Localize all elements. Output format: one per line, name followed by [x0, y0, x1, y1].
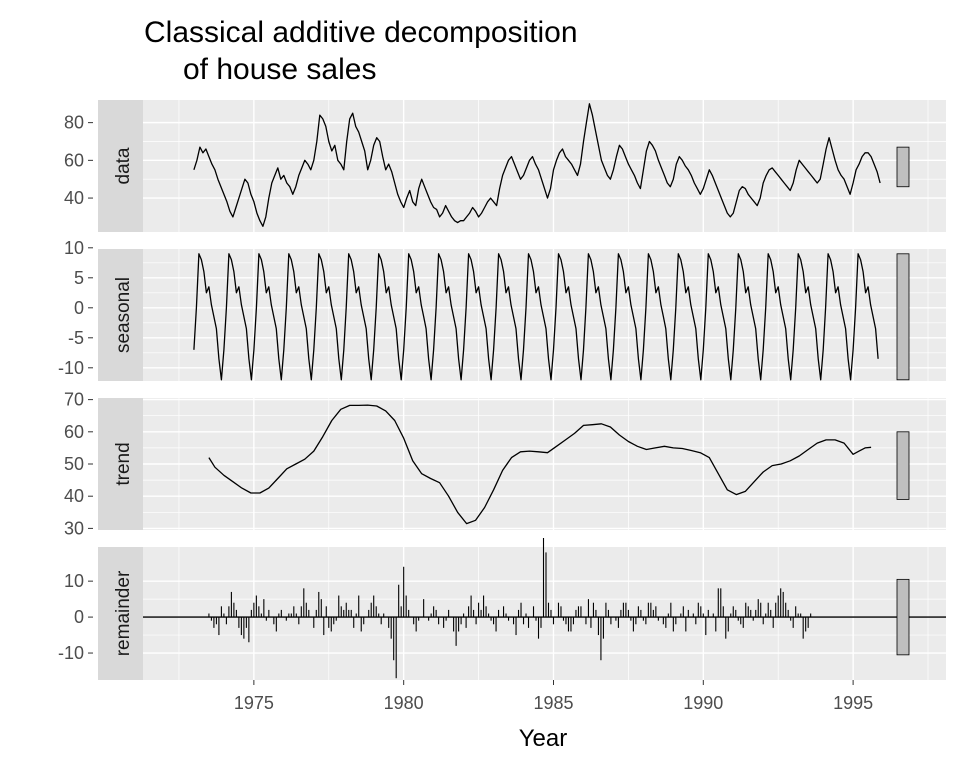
y-tick-label-trend: 40	[64, 486, 84, 506]
scale-bar-remainder	[896, 578, 910, 656]
y-tick-label-seasonal: -10	[58, 358, 84, 378]
y-tick-label-remainder: -10	[58, 643, 84, 663]
scale-bar-seasonal	[896, 253, 910, 381]
y-tick-label-seasonal: 0	[74, 298, 84, 318]
x-tick-label: 1985	[533, 693, 573, 713]
strip-label-trend: trend	[113, 442, 134, 485]
y-tick-label-seasonal: 10	[64, 238, 84, 258]
chart-title-line-2: of house sales	[183, 53, 376, 86]
x-tick-label: 1975	[234, 693, 274, 713]
strip-trend	[98, 398, 143, 530]
y-tick-label-data: 80	[64, 113, 84, 133]
panels-group: data 40 60 80 seasonal -10 -5 0 5 10 trend 30 40 50 60…	[58, 100, 946, 680]
strip-data	[98, 100, 143, 232]
x-axis: 1975 1980 1985 1990 1995	[234, 680, 873, 713]
panel-seasonal: seasonal -10 -5 0 5 10	[58, 238, 946, 381]
x-tick-label: 1980	[384, 693, 424, 713]
panel-background-data	[143, 100, 946, 232]
y-tick-label-data: 60	[64, 150, 84, 170]
strip-label-seasonal: seasonal	[113, 277, 134, 353]
y-tick-label-remainder: 0	[74, 607, 84, 627]
x-axis-title: Year	[519, 725, 568, 752]
strip-remainder	[98, 547, 143, 680]
panel-remainder: remainder -10 0 10	[58, 538, 946, 680]
chart-title-line-1: Classical additive decomposition	[144, 16, 578, 49]
y-tick-label-trend: 30	[64, 518, 84, 538]
y-tick-label-seasonal: 5	[74, 268, 84, 288]
x-tick-label: 1990	[683, 693, 723, 713]
y-tick-label-trend: 60	[64, 422, 84, 442]
y-tick-label-remainder: 10	[64, 571, 84, 591]
y-tick-label-trend: 70	[64, 390, 84, 410]
strip-label-data: data	[113, 147, 134, 184]
scale-bar-data	[896, 146, 910, 188]
series-line-data	[193, 103, 881, 227]
series-line-seasonal	[193, 253, 879, 381]
x-tick-label: 1995	[833, 693, 873, 713]
strip-seasonal	[98, 249, 143, 381]
scale-bar-trend	[896, 431, 910, 500]
series-line-trend	[208, 404, 872, 525]
y-tick-label-data: 40	[64, 188, 84, 208]
panel-background-remainder	[143, 547, 946, 680]
y-tick-label-seasonal: -5	[68, 328, 84, 348]
panel-data: data 40 60 80	[64, 100, 946, 232]
y-tick-label-trend: 50	[64, 454, 84, 474]
strip-label-remainder: remainder	[113, 570, 134, 656]
panel-trend: trend 30 40 50 60 70	[64, 390, 946, 538]
